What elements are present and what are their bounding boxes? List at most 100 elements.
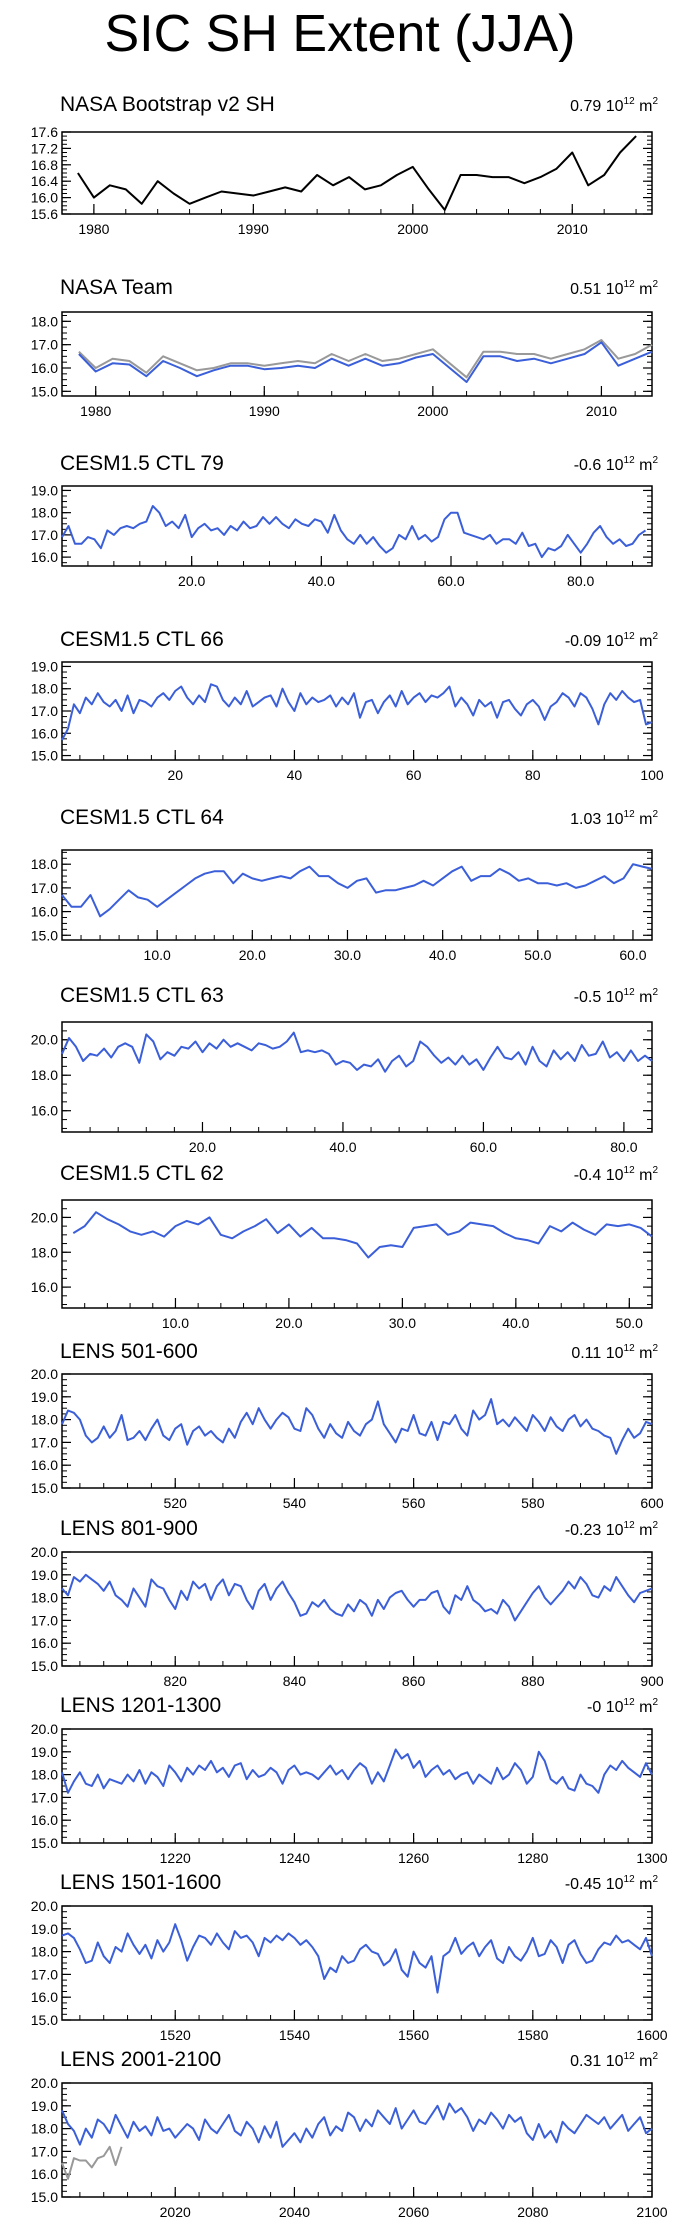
- trend-unit-tail-exponent: 2: [652, 1343, 658, 1354]
- x-tick-label: 50.0: [524, 947, 551, 963]
- panel-title: CESM1.5 CTL 62: [60, 1162, 224, 1185]
- y-tick-label: 15.0: [31, 748, 58, 764]
- y-tick-label: 16.0: [31, 725, 58, 741]
- trend-label: -0.23 1012 m2: [565, 1520, 658, 1540]
- x-tick-label: 40.0: [329, 1139, 356, 1155]
- panel-title: LENS 2001-2100: [60, 2048, 222, 2071]
- trend-value: -0.23: [564, 1522, 602, 1539]
- series-line: [61, 1398, 653, 1455]
- series-line: [61, 2145, 123, 2180]
- trend-unit-base: 10: [605, 1876, 624, 1893]
- y-tick-label: 18.0: [31, 856, 58, 872]
- trend-value: 1.03: [570, 811, 602, 828]
- trend-unit-base: 10: [605, 281, 624, 298]
- plot-frame: [61, 1551, 653, 1667]
- panel-title: CESM1.5 CTL 66: [60, 628, 224, 651]
- y-tick-label: 16.0: [31, 1279, 58, 1295]
- y-tick-label: 17.0: [31, 337, 58, 353]
- trend-unit-base: 10: [605, 1345, 624, 1362]
- y-tick-label: 20.0: [31, 1544, 58, 1560]
- y-tick-label: 17.0: [31, 2143, 58, 2159]
- trend-unit-exponent: 12: [623, 987, 635, 998]
- plot-frame: [61, 131, 653, 215]
- trend-value: -0.6: [573, 457, 602, 474]
- y-tick-label: 16.4: [31, 173, 58, 189]
- trend-unit-tail-exponent: 2: [652, 631, 658, 642]
- panel-chart: 15.0 16.0 17.0 18.0 19.0 20.0 2020 2040 2060 2080…: [31, 2075, 668, 2220]
- x-tick-label: 520: [164, 1495, 188, 1511]
- x-tick-label: 2010: [557, 221, 588, 237]
- trend-unit-base: 10: [605, 1167, 624, 1184]
- y-tick-label: 20.0: [31, 2075, 58, 2091]
- x-tick-label: 2000: [417, 403, 448, 419]
- trend-unit-base: 10: [605, 1522, 624, 1539]
- x-tick-label: 900: [640, 1673, 664, 1689]
- y-tick-label: 15.0: [31, 1480, 58, 1496]
- trend-unit-exponent: 12: [623, 96, 635, 107]
- y-tick-label: 17.0: [31, 527, 58, 543]
- y-tick-label: 20.0: [31, 1032, 58, 1048]
- trend-label: -0.6 1012 m2: [574, 455, 658, 475]
- y-tick-label: 19.0: [31, 1921, 58, 1937]
- x-tick-label: 1280: [517, 1850, 548, 1866]
- x-tick-label: 80: [525, 767, 541, 783]
- y-tick-label: 20.0: [31, 1721, 58, 1737]
- x-tick-label: 60.0: [619, 947, 646, 963]
- panel-chart: 16.0 18.0 20.0 20.0 40.0 60.0 80.0: [31, 1021, 653, 1155]
- x-tick-label: 80.0: [610, 1139, 637, 1155]
- trend-value: 0.31: [570, 2053, 602, 2070]
- panel-chart: 16.0 18.0 20.0 10.0 20.0 30.0 40.0 50.0: [31, 1199, 653, 1331]
- x-tick-label: 10.0: [162, 1315, 189, 1331]
- trend-unit-tail: m: [639, 811, 653, 828]
- y-tick-label: 16.0: [31, 190, 58, 206]
- trend-unit-base: 10: [605, 457, 624, 474]
- y-tick-label: 17.2: [31, 140, 58, 156]
- y-tick-label: 16.0: [31, 360, 58, 376]
- x-tick-label: 2040: [279, 2204, 310, 2220]
- y-tick-label: 18.0: [31, 1767, 58, 1783]
- panel-chart: 16.0 17.0 18.0 19.0 20.0 40.0 60.0 80.0: [31, 482, 653, 589]
- trend-unit-exponent: 12: [623, 1343, 635, 1354]
- x-tick-label: 1300: [636, 1850, 667, 1866]
- y-tick-label: 18.0: [31, 313, 58, 329]
- x-tick-label: 880: [521, 1673, 545, 1689]
- trend-unit-base: 10: [605, 2053, 624, 2070]
- trend-unit-tail: m: [639, 98, 653, 115]
- series-line: [61, 1031, 653, 1073]
- trend-unit-tail: m: [639, 1522, 653, 1539]
- trend-value: 0.11: [571, 1345, 602, 1362]
- y-tick-label: 20.0: [31, 1898, 58, 1914]
- y-tick-label: 17.0: [31, 1612, 58, 1628]
- x-tick-label: 2100: [636, 2204, 667, 2220]
- panel-chart: 15.616.016.416.817.217.6 1980 1990 2000 2010: [31, 124, 653, 237]
- series-line: [78, 339, 653, 379]
- x-tick-label: 30.0: [389, 1315, 416, 1331]
- x-tick-label: 40.0: [502, 1315, 529, 1331]
- y-tick-label: 16.0: [31, 1457, 58, 1473]
- y-tick-label: 15.0: [31, 927, 58, 943]
- series-line: [61, 505, 647, 559]
- trend-unit-base: 10: [605, 989, 624, 1006]
- x-tick-label: 540: [283, 1495, 307, 1511]
- trend-unit-base: 10: [605, 811, 624, 828]
- y-tick-label: 17.0: [31, 703, 58, 719]
- panel-title: CESM1.5 CTL 64: [60, 806, 224, 829]
- panel-chart: 15.0 16.0 17.0 18.0 19.0 20 40 60 80 100: [31, 658, 664, 783]
- trend-unit-tail-exponent: 2: [652, 809, 658, 820]
- y-tick-label: 15.0: [31, 2189, 58, 2205]
- x-tick-label: 100: [640, 767, 664, 783]
- trend-unit-tail-exponent: 2: [652, 1520, 658, 1531]
- trend-unit-exponent: 12: [623, 2051, 635, 2062]
- plot-frame: [61, 1199, 653, 1309]
- y-tick-label: 18.0: [31, 1412, 58, 1428]
- x-tick-label: 1240: [279, 1850, 310, 1866]
- y-tick-label: 16.0: [31, 904, 58, 920]
- y-tick-label: 17.0: [31, 1966, 58, 1982]
- plot-frame: [61, 661, 653, 761]
- trend-unit-tail-exponent: 2: [652, 1165, 658, 1176]
- x-tick-label: 2020: [160, 2204, 191, 2220]
- x-tick-label: 1520: [160, 2027, 191, 2043]
- trend-label: 0.51 1012 m2: [570, 279, 658, 299]
- x-tick-label: 2060: [398, 2204, 429, 2220]
- y-tick-label: 18.0: [31, 681, 58, 697]
